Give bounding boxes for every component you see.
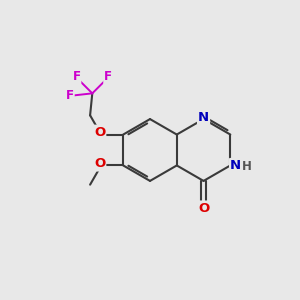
- Text: F: F: [104, 70, 112, 83]
- Text: H: H: [242, 160, 251, 173]
- Text: F: F: [66, 89, 74, 102]
- Text: F: F: [72, 70, 80, 83]
- Text: O: O: [94, 158, 105, 170]
- Text: O: O: [94, 126, 105, 139]
- Text: N: N: [198, 111, 209, 124]
- Text: N: N: [230, 159, 241, 172]
- Text: O: O: [198, 202, 209, 214]
